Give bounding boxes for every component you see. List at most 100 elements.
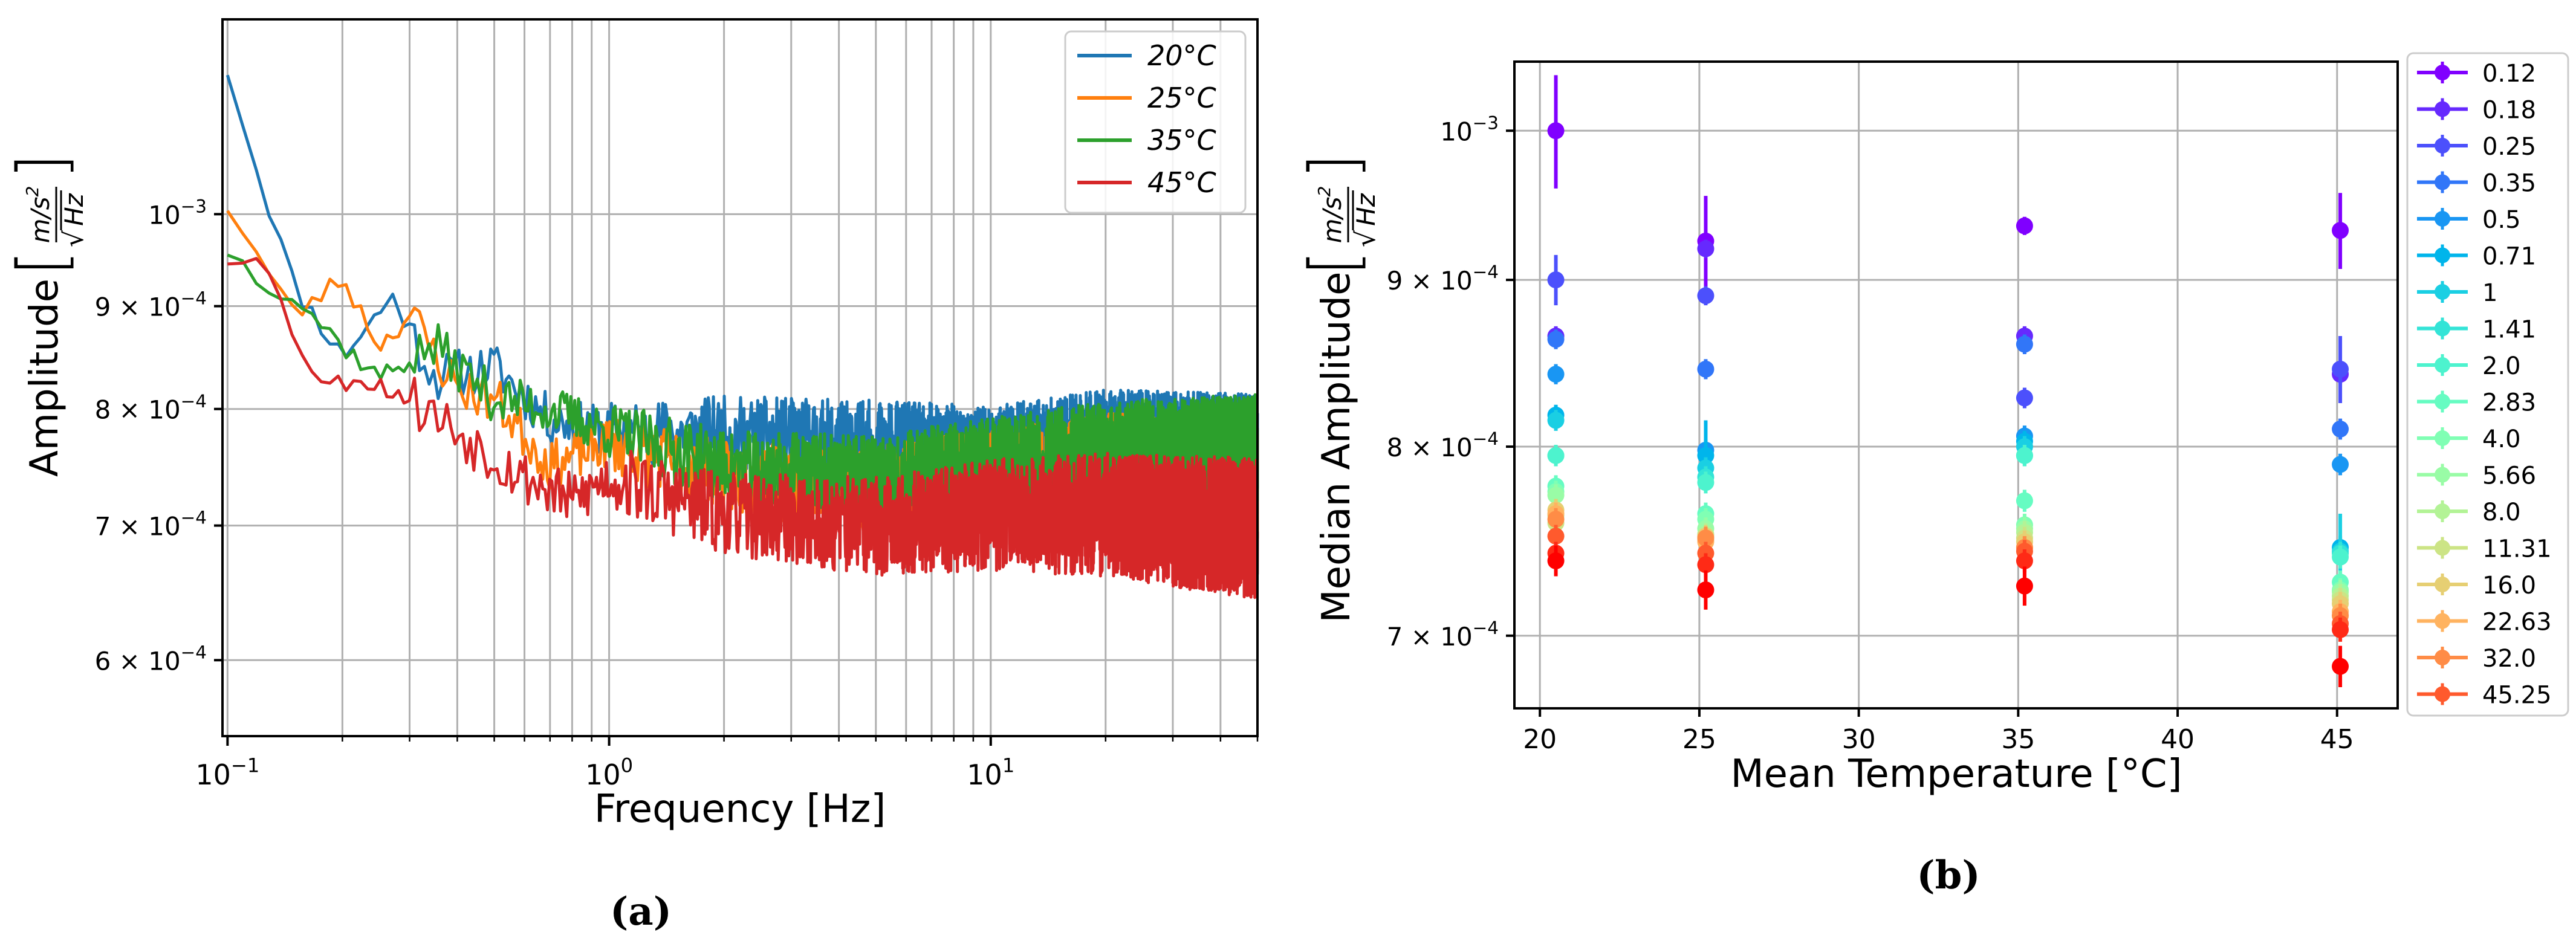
panel-a-y-axis-label: Amplitude [22,279,67,477]
panel-b-legend-label: 0.18 [2482,97,2536,124]
panel-b-point [2016,335,2033,353]
panel-b-point [1697,581,1715,599]
panel-b-x-tick-label: 25 [1682,724,1716,755]
panel-b-points [1547,75,2349,688]
panel-b-ylabel-text: Median Amplitude [1314,271,1359,622]
panel-b-point [1697,556,1715,574]
panel-a-series-line [227,257,1259,600]
panel-b-axes-frame [1513,60,2399,710]
panel-a-y-unit: [ m/s2 √ Hz ] [3,154,89,276]
panel-b-legend-label: 2.83 [2482,389,2536,417]
panel-b-x-tick-label: 30 [1842,724,1876,755]
panel-b-point [2016,447,2033,464]
panel-a-x-tick-label: 10−1 [195,754,259,791]
panel-a-legend-label: 25°C [1147,82,1216,114]
panel-b-legend-marker [2435,613,2450,629]
panel-b-y-unit: [ m/s2 √ Hz ] [1295,154,1381,276]
panel-b-point [2332,548,2349,566]
panel-b-legend-label: 16.0 [2482,572,2536,600]
panel-b-legend-marker [2435,503,2450,519]
panel-b-legend-label: 2.0 [2482,352,2521,380]
unit-denominator: Hz [1351,193,1381,226]
panel-b-ticks: 20 25 30 35 40 45 10−3 9 × 10−4 8 × 10−4 7 × 10−4 [1387,112,2354,755]
panel-b-point [1547,447,1565,464]
panel-b-legend-marker [2435,247,2450,264]
panel-b-point [1547,552,1565,570]
panel-a-legend-box [1064,30,1247,214]
panel-b-point [2332,456,2349,473]
panel-b-point [1547,331,1565,348]
panel-b-legend-label: 32.0 [2482,645,2536,673]
panel-b-point [1547,511,1565,528]
panel-b-point [2016,552,2033,570]
panel-a-y-tick-label: 7 × 10−4 [95,508,207,542]
panel-b-legend-label: 0.12 [2482,60,2536,88]
panel-b-point [1697,447,1715,464]
panel-b-legend-marker [2435,101,2450,117]
panel-a-caption: (a) [610,889,672,934]
panel-a-x-tick-label: 100 [585,754,633,791]
panel-b-legend-marker [2435,138,2450,154]
panel-b-legend-label: 0.71 [2482,243,2536,271]
panel-a-ticks: 10−1 100 101 10−3 9 × 10−4 8 × 10−4 7 × 10−4 6 … [95,196,1259,791]
panel-b-point [1547,271,1565,289]
panel-b-x-tick-label: 40 [2161,724,2195,755]
panel-b-legend-marker [2435,467,2450,483]
panel-a-ylabel-text: Amplitude [22,279,67,477]
panel-b-legend-label: 11.31 [2482,535,2552,563]
panel-b-legend-marker [2435,357,2450,373]
panel-b-legend-label: 8.0 [2482,499,2521,526]
panel-b-legend-label: 0.35 [2482,170,2536,198]
panel-b-xlabel: Mean Temperature [°C] [1730,752,2182,797]
panel-b-legend-marker [2435,65,2450,80]
sqrt-icon: √ [59,230,89,247]
panel-a-legend-label: 20°C [1147,39,1216,72]
panel-b-legend-marker [2435,284,2450,300]
panel-a-y-tick-label: 6 × 10−4 [95,642,207,676]
panel-a-x-tick-label: 101 [967,754,1014,791]
unit-denominator: Hz [59,193,89,226]
panel-b-caption: (b) [1916,853,1980,898]
panel-b-point [2016,492,2033,509]
bracket-left: [ [1295,250,1372,276]
sqrt-icon: √ [1351,230,1381,247]
panel-b-point [2332,621,2349,638]
bracket-right: ] [3,154,80,179]
panel-b-legend-marker [2435,540,2450,556]
panel-b-legend-label: 5.66 [2482,462,2536,490]
bracket-left: [ [3,250,80,276]
panel-a-xlabel: Frequency [Hz] [594,787,886,832]
unit-numerator: m/s2 [1314,186,1347,244]
panel-b-y-tick-label: 8 × 10−4 [1387,428,1499,462]
panel-a-axes-frame [221,18,1259,737]
panel-b-point [1697,529,1715,547]
panel-b-x-tick-label: 20 [1523,724,1557,755]
panel-b-legend: 0.12 0.18 0.25 0.35 0.5 0.71 1 1.41 2.0 2.83 4.0 5.… [2406,52,2569,717]
panel-b-legend-label: 22.63 [2482,609,2552,636]
panel-b-legend-label: 1 [2482,279,2497,307]
panel-b-point [1547,412,1565,429]
panel-b-x-tick-label: 45 [2320,724,2354,755]
panel-b-point [1547,366,1565,383]
panel-b-y-tick-label: 9 × 10−4 [1387,262,1499,296]
panel-b-legend-label: 4.0 [2482,425,2521,453]
panel-b-legend-label: 1.41 [2482,316,2536,344]
panel-a-legend-label: 35°C [1147,124,1216,157]
panel-b-point [1547,487,1565,504]
panel-b-point [2332,360,2349,378]
panel-b-legend-marker [2435,577,2450,592]
panel-a-y-tick-label: 8 × 10−4 [95,391,207,425]
panel-b-x-tick-label: 35 [2001,724,2035,755]
panel-b-point [1697,474,1715,491]
panel-b-legend-marker [2435,320,2450,337]
panel-b-legend-label: 0.5 [2482,206,2521,234]
panel-b-legend-marker [2435,393,2450,410]
panel-b-point [2332,420,2349,438]
panel-a-frequency-spectrum: 10−1 100 101 10−3 9 × 10−4 8 × 10−4 7 × 10−4 6 … [3,18,1259,934]
panel-b-point [1547,528,1565,545]
panel-b-grid [1514,62,2398,708]
panel-b-legend-marker [2435,174,2450,190]
panel-b-legend-marker [2435,650,2450,665]
panel-b-point [1697,240,1715,257]
panel-b-point [2332,222,2349,239]
